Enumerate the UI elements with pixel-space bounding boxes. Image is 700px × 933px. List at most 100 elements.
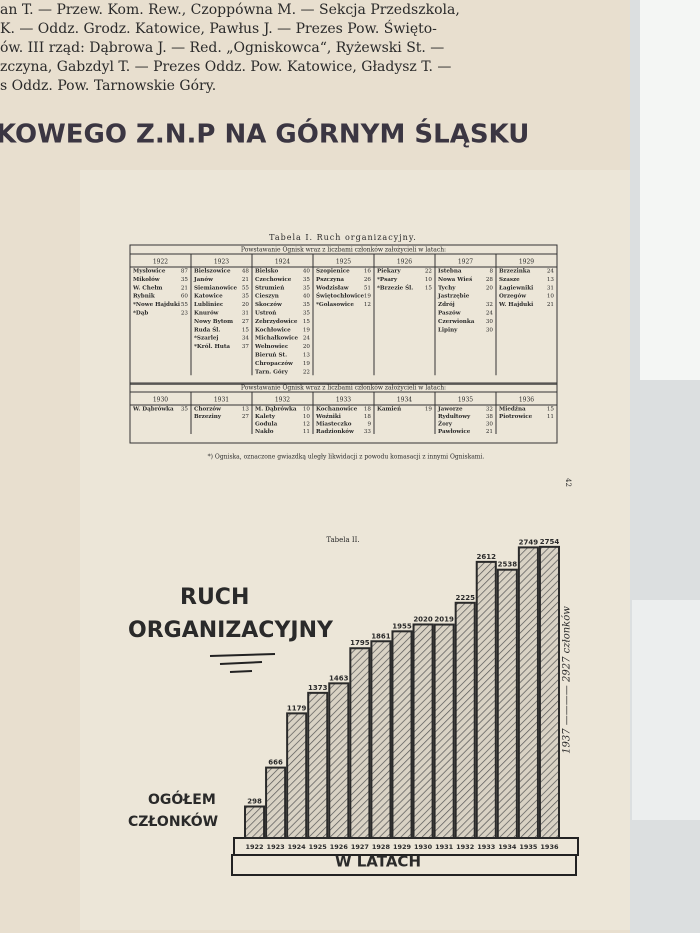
x-tick-label: 1925 (309, 843, 328, 851)
table-count: 35 (242, 294, 250, 300)
table-place: Knurów (194, 310, 219, 317)
table-year: 1931 (214, 397, 229, 404)
table-place: Piotrowice (499, 414, 533, 420)
value-label: 2019 (434, 616, 454, 624)
table-year: 1932 (275, 397, 290, 404)
x-tick-label: 1934 (498, 843, 517, 851)
table-place: Mikołów (133, 276, 160, 283)
table-place: *Nowe Hajduki (133, 302, 180, 308)
table-year: 1923 (214, 259, 229, 266)
x-tick-label: 1927 (351, 843, 369, 851)
table-count: 12 (303, 422, 311, 428)
table-place: Lipiny (438, 327, 458, 333)
table-place: Lubliniec (194, 302, 224, 308)
table-year: 1933 (336, 397, 351, 404)
table-header: Powstawanie Ognisk wraz z liczbami człon… (241, 247, 446, 254)
table-count: 10 (303, 407, 311, 413)
table-year: 1934 (397, 397, 412, 404)
table-place: Tarn. Góry (255, 368, 289, 375)
table-place: Rybnik (133, 294, 155, 300)
y-label-line: OGÓŁEM (148, 790, 216, 808)
decor-line (229, 670, 253, 673)
table-count: 38 (486, 414, 494, 420)
x-tick-label: 1923 (267, 843, 285, 851)
table-place: Czerwionka (438, 319, 475, 325)
bar (454, 601, 476, 839)
table-place: Nakło (255, 429, 274, 435)
table-place: Radzionków (316, 428, 354, 435)
table-count: 21 (181, 285, 188, 291)
table-place: W. Dąbrówka (132, 406, 174, 413)
bar (349, 647, 371, 839)
table-count: 87 (181, 269, 189, 275)
radiator (632, 600, 700, 820)
table-place: Czechowice (255, 277, 292, 283)
table-place: Jastrzębie (437, 294, 470, 300)
table-place: Pawłowice (438, 429, 471, 435)
value-label: 2754 (540, 538, 560, 546)
chart-title-line: RUCH (180, 585, 249, 610)
bar (538, 545, 561, 839)
table-place: Szasze (499, 277, 520, 283)
table-count: 26 (364, 277, 372, 283)
table-count: 35 (181, 407, 189, 413)
table-place: Orzegów (499, 293, 526, 300)
table-place: Wodzisław (315, 285, 349, 291)
value-label: 2538 (498, 561, 518, 569)
table-year: 1936 (519, 397, 534, 404)
table-count: 24 (303, 336, 311, 342)
table-count: 35 (303, 311, 311, 317)
table-place: Bieruń St. (255, 353, 287, 359)
table-count: 19 (303, 361, 311, 367)
table-place: *Król. Huta (194, 343, 230, 350)
table-count: 18 (364, 407, 372, 413)
table-place: Rydułtowy (438, 414, 471, 420)
x-tick-label: 1933 (477, 843, 495, 851)
table-count: 13 (303, 353, 311, 359)
table-year: 1935 (458, 397, 473, 404)
board-text-line: s Oddz. Pow. Tarnowskie Góry. (0, 78, 216, 94)
table-place: Pszczyna (316, 277, 344, 283)
table-place: *Dąb (133, 311, 148, 317)
x-tick-label: 1922 (245, 843, 263, 851)
table-place: Kalety (255, 414, 276, 420)
x-tick-label: 1932 (456, 843, 474, 851)
value-label: 2020 (413, 615, 433, 623)
table-frame (129, 382, 558, 444)
table-count: 15 (425, 285, 433, 291)
table-count: 10 (303, 414, 311, 420)
table-place: Kochanowice (316, 407, 358, 413)
table-count: 24 (486, 311, 494, 317)
decor-line (209, 653, 276, 657)
table-place: Żory (438, 421, 453, 428)
x-tick-label: 1930 (414, 843, 433, 851)
table-count: 32 (486, 302, 494, 308)
value-label: 2225 (455, 594, 475, 602)
table-count: 51 (364, 285, 371, 291)
table-count: 60 (181, 294, 189, 300)
table-place: Łagiewniki (499, 285, 533, 291)
table-year: 1924 (275, 259, 290, 266)
table-count: 10 (425, 277, 433, 283)
table-count: 35 (303, 285, 311, 291)
table-place: Miedźna (499, 407, 526, 413)
table-count: 55 (181, 302, 189, 308)
chart-title-line: ORGANIZACYJNY (128, 618, 334, 643)
table-count: 48 (242, 269, 250, 275)
table-count: 21 (242, 277, 249, 283)
table-count: 55 (242, 285, 250, 291)
table-count: 19 (303, 327, 311, 333)
value-label: 666 (268, 759, 283, 767)
x-tick-label: 1931 (435, 843, 454, 851)
table-count: 34 (242, 336, 250, 342)
table-count: 15 (242, 327, 250, 333)
table-place: *Psary (377, 277, 398, 283)
table-place: Wełnowiec (254, 344, 289, 350)
table-count: 9 (367, 422, 371, 428)
table-count: 27 (242, 319, 250, 325)
value-label: 1373 (308, 684, 328, 692)
table-place: Paszów (438, 310, 461, 317)
table-year: 1929 (519, 259, 534, 266)
table-place: W. Hajduki (498, 302, 533, 308)
table-place: Brzezinka (499, 269, 531, 275)
